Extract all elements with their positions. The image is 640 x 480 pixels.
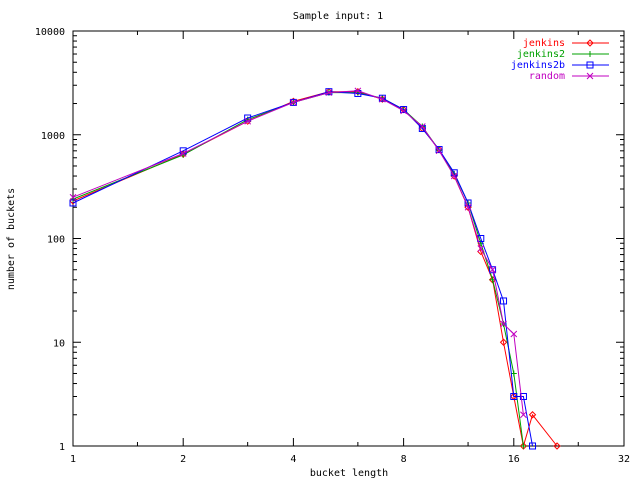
series-random (69, 87, 527, 419)
x-tick-label: 16 (508, 454, 520, 465)
data-point (69, 199, 77, 207)
x-tick-label: 1 (70, 454, 76, 465)
legend-label: jenkins2b (511, 60, 565, 71)
data-point (477, 245, 485, 252)
data-point (520, 443, 527, 449)
data-point (379, 95, 386, 103)
y-tick-label: 10 (53, 338, 65, 349)
data-point (519, 392, 527, 400)
data-point (510, 392, 518, 400)
series-line (72, 91, 533, 447)
series-line (72, 90, 524, 415)
legend-marker (586, 72, 594, 80)
data-point (450, 172, 458, 180)
data-point (418, 124, 426, 132)
data-point (464, 203, 472, 211)
series-jenkins2 (70, 89, 527, 449)
data-point (69, 193, 77, 201)
data-point (464, 199, 472, 207)
data-point (435, 146, 443, 154)
data-point (520, 411, 527, 419)
legend-label: random (529, 71, 565, 82)
series-jenkins (69, 87, 561, 450)
x-axis-label: bucket length (310, 468, 388, 479)
y-tick-label: 100 (47, 235, 65, 246)
data-point (290, 99, 297, 106)
series-line (72, 92, 524, 447)
legend-label: jenkins2 (517, 49, 565, 60)
data-point (529, 442, 537, 450)
data-point (400, 107, 407, 115)
data-point (418, 123, 426, 130)
data-point (500, 297, 508, 305)
x-tick-label: 4 (290, 454, 296, 465)
legend-label: jenkins (523, 38, 565, 49)
legend-marker (586, 39, 594, 47)
series-layer (69, 87, 561, 450)
data-point (435, 147, 443, 155)
data-point (553, 442, 561, 450)
data-point (325, 88, 333, 96)
series-line (72, 91, 558, 447)
data-point (489, 266, 497, 274)
data-point (500, 320, 507, 328)
data-point (499, 338, 508, 346)
data-point (528, 411, 537, 419)
data-point (489, 266, 496, 274)
data-point (450, 172, 458, 180)
data-point (354, 87, 362, 95)
y-tick-label: 1 (59, 442, 65, 453)
data-point (244, 117, 252, 125)
axis-ticks: 1 10 100 1000 10000 1 2 4 8 16 32 (35, 27, 630, 465)
y-tick-label: 1000 (41, 131, 65, 142)
x-tick-label: 2 (180, 454, 186, 465)
y-axis-label: number of buckets (6, 188, 17, 290)
x-tick-label: 8 (401, 454, 407, 465)
data-point (289, 98, 297, 106)
legend-marker (586, 61, 594, 69)
legend-marker (587, 51, 593, 57)
chart-title: Sample input: 1 (293, 11, 383, 22)
x-tick-label: 32 (618, 454, 630, 465)
data-point (510, 330, 518, 338)
y-tick-label: 10000 (35, 27, 65, 38)
series-jenkins2b (69, 88, 537, 450)
data-point (325, 89, 333, 96)
data-point (179, 150, 187, 157)
